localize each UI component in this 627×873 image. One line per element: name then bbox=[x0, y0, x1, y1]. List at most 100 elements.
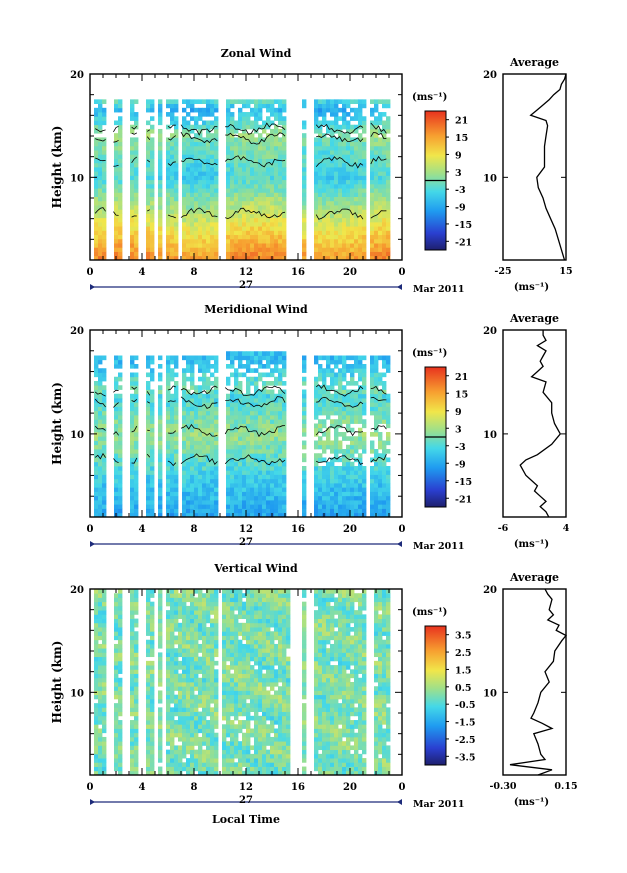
heatmap-cell bbox=[186, 188, 191, 193]
heatmap-cell bbox=[166, 656, 171, 662]
heatmap-cell bbox=[322, 133, 327, 138]
heatmap-cell bbox=[182, 732, 187, 738]
heatmap-cell bbox=[338, 141, 343, 147]
heatmap-cell bbox=[150, 162, 155, 168]
heatmap-cell bbox=[158, 673, 163, 679]
heatmap-cell bbox=[382, 200, 387, 206]
heatmap-cell bbox=[158, 376, 163, 382]
heatmap-cell bbox=[322, 141, 327, 147]
heatmap-cell bbox=[174, 359, 179, 365]
heatmap-cell bbox=[194, 648, 199, 653]
heatmap-cell bbox=[278, 427, 283, 433]
heatmap-cell bbox=[102, 393, 107, 399]
heatmap-cell bbox=[322, 158, 327, 164]
heatmap-cell bbox=[198, 703, 203, 708]
heatmap-cell bbox=[194, 209, 199, 214]
heatmap-cell bbox=[150, 478, 155, 484]
heatmap-cell bbox=[234, 99, 239, 104]
heatmap-cell bbox=[334, 188, 339, 193]
heatmap-cell bbox=[342, 504, 347, 509]
heatmap-cell bbox=[206, 251, 211, 257]
heatmap-cell bbox=[378, 167, 383, 172]
heatmap-cell bbox=[198, 432, 203, 437]
heatmap-cell bbox=[326, 188, 331, 193]
heatmap-cell bbox=[382, 154, 387, 159]
heatmap-cell bbox=[210, 487, 215, 492]
heatmap-cell bbox=[334, 234, 339, 240]
heatmap-cell bbox=[382, 410, 387, 416]
heatmap-cell bbox=[198, 597, 203, 603]
heatmap-cell bbox=[198, 500, 203, 505]
heatmap-cell bbox=[174, 601, 179, 607]
heatmap-cell bbox=[302, 398, 307, 403]
heatmap-cell bbox=[274, 133, 279, 138]
heatmap-cell bbox=[226, 99, 231, 104]
heatmap-cell bbox=[166, 124, 171, 130]
heatmap-cell bbox=[334, 444, 339, 450]
heatmap-cell bbox=[198, 192, 203, 197]
heatmap-cell bbox=[342, 188, 347, 193]
heatmap-cell bbox=[302, 355, 307, 361]
heatmap-cell bbox=[146, 470, 151, 475]
heatmap-cell bbox=[378, 238, 383, 244]
heatmap-cell bbox=[258, 154, 263, 159]
heatmap-cell bbox=[322, 376, 327, 382]
heatmap-cell bbox=[246, 423, 251, 429]
heatmap-cell bbox=[322, 200, 327, 206]
heatmap-cell bbox=[242, 491, 247, 497]
heatmap-cell bbox=[190, 368, 195, 373]
heatmap-cell bbox=[150, 167, 155, 172]
heatmap-cell bbox=[386, 120, 391, 126]
heatmap-cell bbox=[378, 116, 383, 121]
heatmap-cell bbox=[98, 487, 103, 492]
heatmap-cell bbox=[326, 120, 331, 126]
heatmap-cell bbox=[382, 449, 387, 454]
heatmap-cell bbox=[370, 167, 375, 172]
heatmap-cell bbox=[386, 175, 391, 181]
heatmap-cell bbox=[374, 461, 379, 467]
heatmap-cell bbox=[134, 427, 139, 433]
heatmap-cell bbox=[210, 255, 215, 261]
heatmap-cell bbox=[250, 432, 255, 437]
heatmap-cell bbox=[242, 364, 247, 369]
heatmap-cell bbox=[278, 478, 283, 484]
heatmap-cell bbox=[166, 749, 171, 755]
heatmap-cell bbox=[230, 217, 235, 223]
heatmap-cell bbox=[202, 753, 207, 759]
heatmap-cell bbox=[130, 736, 135, 742]
heatmap-cell bbox=[134, 495, 139, 501]
heatmap-cell bbox=[334, 251, 339, 257]
heatmap-cell bbox=[102, 200, 107, 206]
heatmap-cell bbox=[102, 385, 107, 390]
heatmap-cell bbox=[130, 179, 135, 185]
heatmap-cell bbox=[322, 381, 327, 386]
heatmap-cell bbox=[374, 107, 379, 113]
heatmap-cell bbox=[94, 364, 99, 369]
heatmap-cell bbox=[194, 512, 199, 518]
heatmap-cell bbox=[166, 686, 171, 691]
heatmap-cell bbox=[150, 622, 155, 628]
heatmap-cell bbox=[278, 415, 283, 420]
heatmap-cell bbox=[182, 243, 187, 248]
heatmap-cell bbox=[342, 171, 347, 176]
heatmap-cell bbox=[302, 230, 307, 236]
heatmap-cell bbox=[282, 209, 287, 214]
heatmap-cell bbox=[134, 167, 139, 172]
heatmap-cell bbox=[174, 217, 179, 223]
heatmap-cell bbox=[186, 589, 191, 594]
heatmap-cell bbox=[186, 171, 191, 176]
heatmap-cell bbox=[214, 376, 219, 382]
heatmap-cell bbox=[134, 758, 139, 763]
heatmap-cell bbox=[282, 99, 287, 104]
heatmap-cell bbox=[202, 171, 207, 176]
heatmap-cell bbox=[118, 226, 123, 231]
heatmap-cell bbox=[242, 145, 247, 151]
heatmap-cell bbox=[350, 372, 355, 378]
heatmap-cell bbox=[342, 495, 347, 501]
heatmap-cell bbox=[94, 234, 99, 240]
heatmap-cell bbox=[386, 179, 391, 185]
heatmap-cell bbox=[194, 495, 199, 501]
heatmap-cell bbox=[146, 753, 151, 759]
heatmap-cell bbox=[118, 711, 123, 717]
heatmap-cell bbox=[146, 593, 151, 598]
